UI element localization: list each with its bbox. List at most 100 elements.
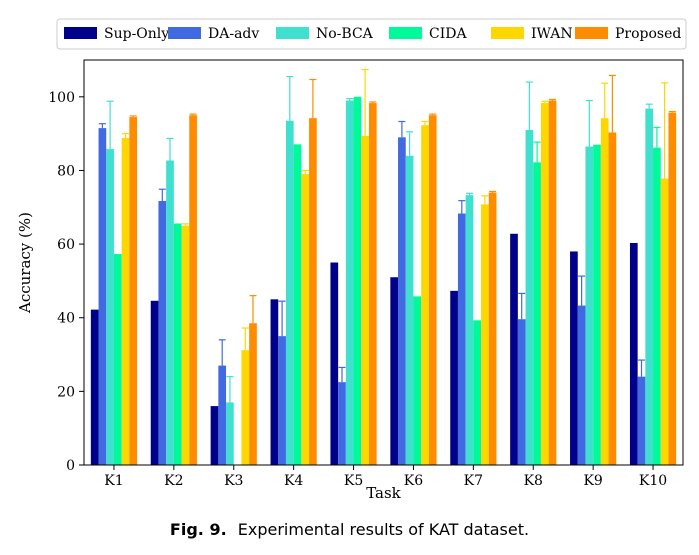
plot-layer — [90, 68, 677, 466]
bar — [600, 118, 609, 466]
bar — [113, 254, 122, 465]
bar — [413, 296, 422, 465]
figure-caption: Fig. 9. Experimental results of KAT data… — [0, 520, 699, 539]
bar — [166, 160, 174, 465]
bar — [90, 309, 99, 465]
bar — [533, 162, 541, 465]
x-tick-label: K4 — [284, 473, 303, 489]
bar — [570, 251, 578, 465]
bar — [660, 178, 669, 466]
bar — [473, 320, 482, 465]
x-tick-label: K2 — [164, 473, 183, 489]
legend-swatch — [168, 27, 201, 39]
plot-frame — [83, 59, 684, 466]
y-tick-label: 20 — [57, 384, 75, 400]
legend-swatch — [389, 27, 422, 39]
bar — [450, 290, 458, 465]
bar — [278, 336, 286, 465]
legend: Sup-Only DA-adv No-BCA CIDA IWAN Proposed — [56, 18, 687, 50]
caption-label: Fig. 9. — [169, 520, 227, 539]
bar — [270, 299, 279, 465]
bar — [629, 242, 638, 465]
bar — [121, 138, 130, 466]
series-cida — [113, 96, 661, 465]
bar — [510, 233, 518, 465]
y-tick-label: 60 — [57, 237, 75, 253]
legend-box — [56, 18, 687, 50]
bar — [106, 149, 114, 465]
bar — [540, 103, 549, 465]
bar — [249, 323, 257, 465]
bar — [465, 195, 474, 465]
y-tick-label: 100 — [48, 90, 75, 106]
axes: 0 20 40 60 80 100 K1 K2 K3 K4 K5 K6 K7 K8 K9 K10 — [48, 59, 684, 489]
bar — [608, 132, 617, 465]
bar — [525, 129, 534, 465]
bar — [181, 225, 190, 465]
series-da-adv — [98, 120, 646, 466]
legend-swatch — [64, 27, 97, 39]
y-tick-label: 40 — [57, 311, 75, 327]
y-axis-label: Accuracy (%) — [16, 212, 34, 314]
bar — [368, 103, 377, 465]
bar — [285, 120, 294, 465]
bar — [457, 213, 466, 465]
x-axis-label: Task — [366, 484, 401, 502]
x-tick-label: K6 — [404, 473, 423, 489]
bar — [150, 300, 159, 465]
x-tick-label: K7 — [464, 473, 483, 489]
bar — [129, 117, 138, 465]
caption-text: Experimental results of KAT dataset. — [237, 520, 530, 539]
bar — [330, 262, 339, 465]
bar — [421, 125, 429, 466]
bar — [488, 192, 497, 466]
bar — [668, 112, 677, 466]
bar — [481, 204, 489, 465]
bar — [517, 319, 526, 465]
bar — [653, 147, 661, 465]
legend-swatch — [491, 27, 524, 39]
bar — [338, 382, 346, 465]
x-tick-label: K5 — [344, 473, 363, 489]
x-tick-label: K1 — [104, 473, 123, 489]
series-iwan — [121, 68, 669, 466]
bar — [241, 350, 250, 465]
x-tick-label: K9 — [583, 473, 602, 489]
bar — [577, 305, 586, 465]
bar — [390, 277, 399, 465]
bar — [189, 115, 197, 465]
bar — [218, 365, 227, 465]
legend-label: IWAN — [531, 26, 573, 42]
legend-label: DA-adv — [208, 26, 259, 42]
bar — [158, 201, 167, 465]
bar — [309, 118, 317, 466]
bar-chart: 0 20 40 60 80 100 K1 K2 K3 K4 K5 K6 K7 K8 K9 K10 Accura… — [16, 18, 687, 502]
bar — [345, 100, 354, 465]
legend-swatch — [276, 27, 309, 39]
y-tick-label: 0 — [66, 458, 75, 474]
x-tick-label: K3 — [224, 473, 243, 489]
legend-label: CIDA — [429, 26, 467, 42]
bar — [593, 144, 601, 465]
bar — [405, 155, 414, 466]
legend-swatch — [575, 27, 608, 39]
x-tick-label: K8 — [524, 473, 543, 489]
bar — [361, 135, 369, 465]
bar — [353, 96, 362, 465]
bar — [548, 100, 557, 465]
bar — [226, 402, 234, 465]
bar — [293, 144, 302, 465]
x-tick-label: K10 — [639, 473, 667, 489]
bar — [428, 115, 437, 465]
series-sup-only — [90, 233, 638, 465]
series-no-bca — [106, 75, 654, 466]
bar — [398, 137, 406, 465]
bar — [210, 406, 219, 465]
bar — [98, 128, 107, 466]
series-proposed — [129, 74, 677, 466]
legend-label: No-BCA — [316, 26, 374, 42]
legend-label: Proposed — [615, 26, 681, 42]
bar — [645, 108, 654, 465]
bar — [173, 223, 182, 465]
y-tick-label: 80 — [57, 163, 75, 179]
